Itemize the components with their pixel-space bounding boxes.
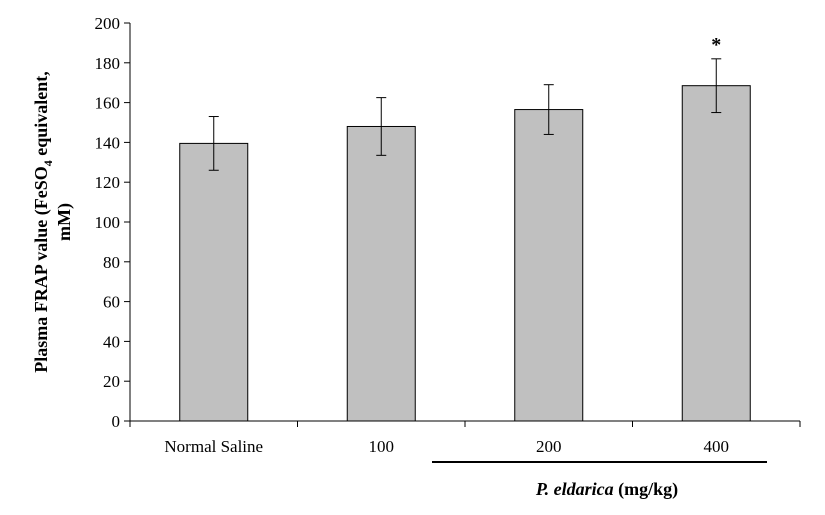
bar-0: [179, 142, 249, 422]
x-category-label: 200: [536, 437, 562, 456]
y-axis-title-line2: mM): [54, 203, 75, 241]
y-tick-label: 180: [95, 54, 121, 73]
plot-area: 0 20 40 60 80 100 120 140 160 180 200 Normal Saline…: [95, 14, 801, 456]
y-tick-label: 200: [95, 14, 121, 33]
y-tick-label: 100: [95, 213, 121, 232]
significance-annotation: *: [711, 34, 721, 56]
y-tick-label: 140: [95, 133, 121, 152]
y-tick-label: 120: [95, 173, 121, 192]
y-axis-title-line1: Plasma FRAP value (FeSO4 equivalent,: [31, 71, 55, 373]
y-tick-label: 60: [103, 293, 120, 312]
y-tick-label: 20: [103, 372, 120, 391]
x-axis-title: P. eldarica (mg/kg): [535, 479, 678, 500]
x-category-label: 100: [369, 437, 395, 456]
bar-1: [346, 125, 416, 422]
bar-2: [514, 109, 584, 422]
x-category-label: Normal Saline: [164, 437, 263, 456]
y-axis-title: Plasma FRAP value (FeSO4 equivalent, mM): [31, 71, 75, 373]
y-tick-label: 40: [103, 332, 120, 351]
y-tick-label: 0: [112, 412, 121, 431]
y-tick-label: 160: [95, 94, 121, 113]
y-tick-label: 80: [103, 253, 120, 272]
bar-3: [681, 85, 751, 422]
x-category-label: 400: [704, 437, 730, 456]
